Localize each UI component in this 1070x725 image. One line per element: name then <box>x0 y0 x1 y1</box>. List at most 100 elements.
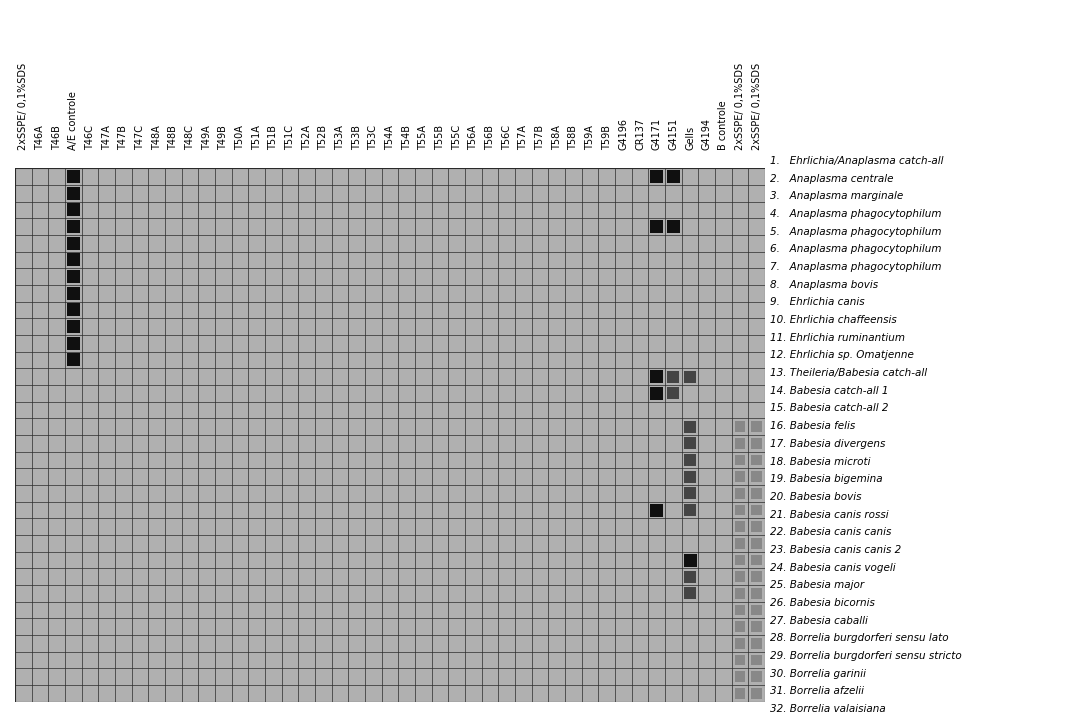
Bar <box>667 220 679 233</box>
Text: T47B: T47B <box>119 125 128 150</box>
Bar <box>751 655 762 666</box>
Bar <box>684 437 697 450</box>
Text: 2xSSPE/ 0,1%SDS: 2xSSPE/ 0,1%SDS <box>18 63 28 150</box>
Text: 2.   Anaplasma centrale: 2. Anaplasma centrale <box>770 174 893 183</box>
Text: 10. Ehrlichia chaffeensis: 10. Ehrlichia chaffeensis <box>770 315 897 325</box>
Text: 6.   Anaplasma phagocytophilum: 6. Anaplasma phagocytophilum <box>770 244 942 254</box>
Text: 23. Babesia canis canis 2: 23. Babesia canis canis 2 <box>770 545 902 555</box>
Text: T58B: T58B <box>568 125 579 150</box>
Bar <box>66 254 80 267</box>
Bar <box>751 455 762 465</box>
Text: G4151: G4151 <box>669 118 678 150</box>
Text: T53C: T53C <box>368 125 379 150</box>
Bar <box>735 671 746 682</box>
Bar <box>651 220 663 233</box>
Bar <box>66 220 80 233</box>
Text: 25. Babesia major: 25. Babesia major <box>770 580 865 590</box>
Text: T57A: T57A <box>518 125 529 150</box>
Text: 9.   Ehrlichia canis: 9. Ehrlichia canis <box>770 297 865 307</box>
Text: T55A: T55A <box>418 125 428 150</box>
Bar <box>66 287 80 300</box>
Bar <box>751 588 762 599</box>
Bar <box>735 488 746 499</box>
Bar <box>735 471 746 482</box>
Bar <box>684 553 697 566</box>
Bar <box>735 555 746 566</box>
Text: T57B: T57B <box>535 125 545 150</box>
Bar <box>751 688 762 699</box>
Bar <box>735 421 746 432</box>
Bar <box>66 354 80 367</box>
Text: T51C: T51C <box>285 125 295 150</box>
Text: T51A: T51A <box>251 125 262 150</box>
Text: T55B: T55B <box>435 125 445 150</box>
Text: T58A: T58A <box>552 125 562 150</box>
Text: T48A: T48A <box>152 125 162 150</box>
Text: B controle: B controle <box>718 101 729 150</box>
Bar <box>751 621 762 632</box>
Text: T59B: T59B <box>601 125 612 150</box>
Text: T56B: T56B <box>485 125 495 150</box>
Text: T52B: T52B <box>319 125 328 150</box>
Bar <box>751 471 762 482</box>
Text: 29. Borrelia burgdorferi sensu stricto: 29. Borrelia burgdorferi sensu stricto <box>770 651 962 661</box>
Bar <box>684 370 697 383</box>
Bar <box>668 370 679 383</box>
Bar <box>735 588 746 599</box>
Bar <box>651 170 663 183</box>
Bar <box>751 671 762 682</box>
Bar <box>735 455 746 465</box>
Text: 1.   Ehrlichia/Anaplasma catch-all: 1. Ehrlichia/Anaplasma catch-all <box>770 156 944 166</box>
Text: 27. Babesia caballi: 27. Babesia caballi <box>770 616 868 626</box>
Bar <box>66 204 80 217</box>
Text: 11. Ehrlichia ruminantium: 11. Ehrlichia ruminantium <box>770 333 905 343</box>
Text: T53A: T53A <box>335 125 345 150</box>
Bar <box>684 487 697 500</box>
Text: 5.   Anaplasma phagocytophilum: 5. Anaplasma phagocytophilum <box>770 227 942 237</box>
Bar <box>751 571 762 582</box>
Bar <box>684 471 697 483</box>
Text: G4194: G4194 <box>702 118 712 150</box>
Bar <box>735 638 746 649</box>
Text: 20. Babesia bovis: 20. Babesia bovis <box>770 492 862 502</box>
Bar <box>751 605 762 616</box>
Text: 28. Borrelia burgdorferi sensu lato: 28. Borrelia burgdorferi sensu lato <box>770 633 949 643</box>
Bar <box>667 170 679 183</box>
Text: 3.   Anaplasma marginale: 3. Anaplasma marginale <box>770 191 904 202</box>
Text: 15. Babesia catch-all 2: 15. Babesia catch-all 2 <box>770 404 889 413</box>
Text: T50A: T50A <box>235 125 245 150</box>
Text: T54B: T54B <box>401 125 412 150</box>
Text: T51B: T51B <box>269 125 278 150</box>
Bar <box>66 337 80 350</box>
Bar <box>651 370 663 383</box>
Text: 2xSSPE/ 0,1%SDS: 2xSSPE/ 0,1%SDS <box>752 63 762 150</box>
Bar <box>735 605 746 616</box>
Bar <box>735 438 746 449</box>
Text: T48C: T48C <box>185 125 195 150</box>
Text: 22. Babesia canis canis: 22. Babesia canis canis <box>770 527 891 537</box>
Text: 19. Babesia bigemina: 19. Babesia bigemina <box>770 474 883 484</box>
Bar <box>735 688 746 699</box>
Text: CR137: CR137 <box>635 118 645 150</box>
Text: T49A: T49A <box>201 125 212 150</box>
Text: 13. Theileria/Babesia catch-all: 13. Theileria/Babesia catch-all <box>770 368 928 378</box>
Bar <box>66 304 80 317</box>
Bar <box>684 454 697 466</box>
Bar <box>751 421 762 432</box>
Text: 4.   Anaplasma phagocytophilum: 4. Anaplasma phagocytophilum <box>770 209 942 219</box>
Text: 30. Borrelia garinii: 30. Borrelia garinii <box>770 668 867 679</box>
Text: 17. Babesia divergens: 17. Babesia divergens <box>770 439 886 449</box>
Text: Gells: Gells <box>685 126 696 150</box>
Text: 18. Babesia microti: 18. Babesia microti <box>770 457 871 466</box>
Text: T48B: T48B <box>168 125 179 150</box>
Text: T46C: T46C <box>85 125 95 150</box>
Text: G4196: G4196 <box>618 118 628 150</box>
Bar <box>684 504 697 516</box>
Text: T46B: T46B <box>51 125 62 150</box>
Bar <box>66 187 80 200</box>
Bar <box>735 505 746 515</box>
Text: A/E controle: A/E controle <box>68 91 78 150</box>
Text: T56C: T56C <box>502 125 511 150</box>
Text: G4171: G4171 <box>652 118 661 150</box>
Text: 8.   Anaplasma bovis: 8. Anaplasma bovis <box>770 280 878 290</box>
